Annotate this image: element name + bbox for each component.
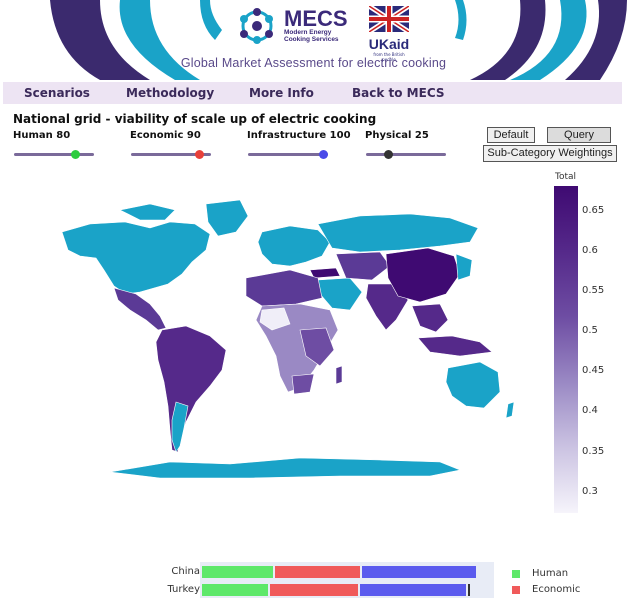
map-south-africa bbox=[291, 373, 315, 395]
navbar: Scenarios Methodology More Info Back to … bbox=[3, 82, 622, 104]
bar-segment-human[interactable] bbox=[202, 566, 273, 578]
map-canada-islands bbox=[119, 203, 176, 221]
slider-economic-thumb[interactable] bbox=[195, 150, 204, 159]
slider-human-track[interactable] bbox=[14, 153, 94, 156]
map-west-africa bbox=[259, 307, 291, 331]
nav-methodology[interactable]: Methodology bbox=[126, 86, 215, 100]
map-se-asia bbox=[411, 303, 449, 333]
map-greenland bbox=[205, 199, 249, 237]
sub-category-weightings-button[interactable]: Sub-Category Weightings bbox=[483, 145, 617, 162]
colorbar-tick: 0.35 bbox=[582, 446, 605, 457]
slider-economic-label: Economic 90 bbox=[130, 130, 201, 141]
header-banner: MECS Modern Energy Cooking Services UKai… bbox=[0, 0, 627, 80]
map-madagascar bbox=[335, 365, 343, 385]
map-australia bbox=[445, 361, 501, 409]
legend-swatch-human bbox=[512, 570, 520, 578]
legend-label-economic[interactable]: Economic bbox=[532, 584, 581, 595]
colorbar-tick: 0.6 bbox=[582, 245, 598, 256]
colorbar-tick: 0.45 bbox=[582, 365, 605, 376]
map-indonesia bbox=[417, 335, 493, 357]
union-jack-icon bbox=[367, 3, 411, 35]
header-decoration bbox=[50, 0, 627, 80]
bar-label-turkey: Turkey bbox=[167, 584, 200, 595]
colorbar-tick: 0.55 bbox=[582, 285, 605, 296]
map-central-asia bbox=[335, 251, 391, 281]
slider-physical-track[interactable] bbox=[366, 153, 446, 156]
slider-infrastructure-track[interactable] bbox=[248, 153, 328, 156]
map-north-africa bbox=[245, 269, 323, 307]
map-title: National grid - viability of scale up of… bbox=[13, 112, 377, 126]
map-europe bbox=[257, 225, 331, 267]
slider-infrastructure-thumb[interactable] bbox=[319, 150, 328, 159]
world-map[interactable] bbox=[0, 170, 550, 490]
slider-infrastructure-label: Infrastructure 100 bbox=[247, 130, 351, 141]
map-central-america bbox=[113, 287, 167, 331]
default-button[interactable]: Default bbox=[487, 127, 535, 143]
slider-physical-thumb[interactable] bbox=[384, 150, 393, 159]
map-russia bbox=[317, 213, 479, 253]
colorbar-tick: 0.65 bbox=[582, 205, 605, 216]
legend-label-human[interactable]: Human bbox=[532, 568, 569, 579]
bar-segment-economic[interactable] bbox=[275, 566, 360, 578]
colorbar-tick: 0.5 bbox=[582, 325, 598, 336]
bar-segment-human[interactable] bbox=[202, 584, 268, 596]
page-title: Global Market Assessment for electric co… bbox=[180, 56, 447, 70]
nav-more-info[interactable]: More Info bbox=[249, 86, 314, 100]
bar-segment-physical[interactable] bbox=[468, 584, 470, 596]
mecs-title: MECS bbox=[284, 6, 348, 31]
ukaid-small: from the British people bbox=[373, 52, 405, 62]
bar-label-china: China bbox=[171, 566, 200, 577]
mecs-subtitle-1: Modern Energy bbox=[284, 29, 332, 36]
query-button[interactable]: Query bbox=[547, 127, 611, 143]
slider-human-thumb[interactable] bbox=[71, 150, 80, 159]
map-middle-east bbox=[317, 277, 363, 311]
map-new-zealand bbox=[505, 401, 515, 419]
map-south-america bbox=[155, 325, 227, 453]
bar-segment-infrastructure[interactable] bbox=[362, 566, 476, 578]
map-china bbox=[385, 247, 461, 303]
bar-segment-infrastructure[interactable] bbox=[360, 584, 466, 596]
bar-segment-economic[interactable] bbox=[270, 584, 358, 596]
map-antarctica bbox=[109, 457, 462, 479]
colorbar-tick: 0.4 bbox=[582, 405, 598, 416]
nav-back-to-mecs[interactable]: Back to MECS bbox=[352, 86, 445, 100]
nav-scenarios[interactable]: Scenarios bbox=[24, 86, 90, 100]
mecs-logo-icon bbox=[240, 8, 273, 44]
map-north-america bbox=[61, 221, 211, 295]
slider-physical-label: Physical 25 bbox=[365, 130, 429, 141]
mecs-subtitle-2: Cooking Services bbox=[284, 36, 339, 43]
colorbar bbox=[554, 186, 578, 513]
colorbar-tick: 0.3 bbox=[582, 486, 598, 497]
ukaid-logo: UKaid from the British people bbox=[367, 3, 411, 62]
map-east-asia-east bbox=[455, 253, 473, 281]
ukaid-text: UKaid bbox=[368, 36, 410, 52]
mecs-logo[interactable]: MECS Modern Energy Cooking Services bbox=[236, 6, 348, 46]
legend-swatch-economic bbox=[512, 586, 520, 594]
slider-human-label: Human 80 bbox=[13, 130, 71, 141]
map-turkey bbox=[309, 267, 341, 279]
map-argentina bbox=[171, 401, 189, 453]
colorbar-title: Total bbox=[555, 172, 577, 182]
map-east-africa bbox=[299, 327, 335, 367]
slider-economic-track[interactable] bbox=[131, 153, 211, 156]
